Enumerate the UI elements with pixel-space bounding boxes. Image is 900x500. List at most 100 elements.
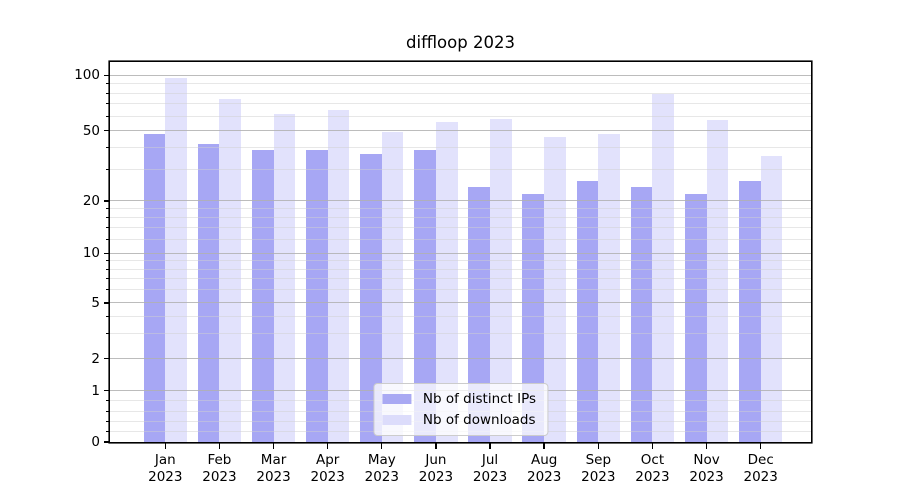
- x-tick-jul: [489, 442, 491, 449]
- y-tick-label-100: 100: [74, 67, 100, 84]
- gridline-minor-90: [110, 83, 811, 85]
- bar-ips-may: [360, 153, 382, 442]
- bar-downloads-dec: [760, 155, 783, 442]
- x-tick-label-may: May 2023: [350, 452, 414, 485]
- chart-title: diffloop 2023: [406, 33, 515, 52]
- x-tick-nov: [705, 442, 708, 449]
- y-minor-tick-0.8: [106, 400, 110, 402]
- bar-ips-mar: [251, 149, 274, 442]
- x-label-month: Aug: [531, 452, 558, 468]
- y-minor-tick-70: [106, 103, 110, 105]
- y-tick-label-10: 10: [82, 245, 100, 262]
- x-tick-label-jan: Jan 2023: [133, 452, 197, 485]
- x-label-year: 2023: [256, 468, 291, 485]
- x-label-month: Feb: [207, 452, 232, 468]
- legend-swatch-distinct-ips: [381, 393, 411, 405]
- x-tick-label-feb: Feb 2023: [187, 452, 251, 485]
- bar-downloads-jan: [165, 77, 187, 442]
- plot-area: Nb of distinct IPs Nb of downloads: [110, 62, 811, 442]
- x-label-month: Sep: [585, 452, 612, 468]
- bar-downloads-feb: [219, 99, 242, 442]
- y-minor-tick-4: [106, 315, 110, 317]
- bar-downloads-mar: [273, 113, 296, 442]
- x-label-year: 2023: [472, 468, 508, 485]
- gridline-major-100: [110, 74, 811, 76]
- x-tick-aug: [543, 442, 545, 449]
- x-label-year: 2023: [310, 468, 345, 485]
- x-tick-oct: [651, 442, 654, 449]
- x-label-year: 2023: [527, 468, 562, 485]
- y-minor-tick-0.2: [106, 431, 110, 433]
- legend: Nb of distinct IPs Nb of downloads: [372, 383, 549, 436]
- x-tick-sep: [597, 442, 599, 449]
- legend-item-downloads: Nb of downloads: [381, 412, 536, 428]
- bar-ips-jan: [143, 133, 166, 442]
- x-label-year: 2023: [635, 468, 670, 485]
- bar-downloads-jun: [435, 121, 458, 442]
- y-minor-tick-18: [106, 208, 110, 210]
- x-tick-label-jun: Jun 2023: [404, 452, 468, 485]
- x-label-month: Oct: [640, 452, 665, 468]
- y-minor-tick-12: [106, 239, 110, 241]
- x-label-year: 2023: [581, 468, 616, 485]
- bar-ips-apr: [305, 149, 328, 442]
- x-label-month: Jun: [425, 452, 447, 468]
- y-minor-tick-80: [106, 92, 110, 94]
- bar-ips-sep: [576, 180, 599, 442]
- legend-label-downloads: Nb of downloads: [422, 412, 536, 428]
- bar-downloads-jul: [490, 118, 512, 442]
- bar-downloads-oct: [652, 94, 675, 442]
- legend-label-distinct-ips: Nb of distinct IPs: [422, 391, 537, 407]
- y-tick-label-50: 50: [82, 122, 100, 139]
- bar-ips-dec: [738, 180, 761, 442]
- y-tick-50: [103, 130, 110, 132]
- x-label-year: 2023: [743, 468, 778, 485]
- x-tick-feb: [218, 442, 221, 449]
- x-label-year: 2023: [148, 468, 183, 485]
- bar-ips-oct: [630, 186, 653, 442]
- x-tick-may: [381, 442, 383, 449]
- y-minor-tick-8: [106, 268, 110, 270]
- bar-downloads-may: [381, 132, 404, 442]
- x-tick-jun: [435, 442, 437, 449]
- y-minor-tick-7: [106, 278, 110, 280]
- y-minor-tick-60: [106, 115, 110, 117]
- x-label-month: Mar: [260, 452, 287, 468]
- legend-swatch-downloads: [381, 414, 411, 426]
- y-tick-2: [103, 357, 110, 360]
- y-minor-tick-30: [106, 169, 110, 171]
- x-label-month: Dec: [747, 452, 774, 468]
- y-tick-label-5: 5: [91, 294, 100, 311]
- x-tick-mar: [272, 442, 275, 449]
- x-label-month: Jul: [481, 452, 499, 468]
- bar-ips-aug: [522, 193, 545, 442]
- y-minor-tick-90: [106, 83, 110, 85]
- y-minor-tick-9: [106, 260, 110, 262]
- y-tick-0: [103, 441, 110, 443]
- y-tick-label-1: 1: [91, 382, 100, 399]
- y-tick-label-0: 0: [91, 434, 100, 450]
- x-label-year: 2023: [418, 468, 454, 485]
- y-tick-label-2: 2: [91, 350, 100, 367]
- y-tick-label-20: 20: [82, 192, 100, 209]
- x-tick-label-nov: Nov 2023: [675, 452, 739, 485]
- gridline-minor-60: [110, 115, 811, 117]
- bar-downloads-apr: [327, 109, 350, 442]
- x-tick-label-mar: Mar 2023: [242, 452, 306, 485]
- x-label-month: May: [367, 452, 396, 468]
- x-label-year: 2023: [689, 468, 724, 485]
- gridline-minor-80: [110, 92, 811, 94]
- y-minor-tick-14: [106, 227, 110, 229]
- x-label-month: Apr: [315, 452, 340, 468]
- y-tick-100: [103, 74, 110, 76]
- y-tick-5: [103, 302, 110, 304]
- y-tick-20: [103, 200, 110, 202]
- y-minor-tick-0.6: [106, 410, 110, 412]
- x-label-month: Jan: [154, 452, 176, 468]
- x-tick-label-sep: Sep 2023: [566, 452, 630, 485]
- y-minor-tick-0.4: [106, 420, 110, 422]
- x-tick-label-jul: Jul 2023: [458, 452, 522, 485]
- legend-item-distinct-ips: Nb of distinct IPs: [381, 391, 537, 407]
- x-tick-dec: [759, 442, 762, 449]
